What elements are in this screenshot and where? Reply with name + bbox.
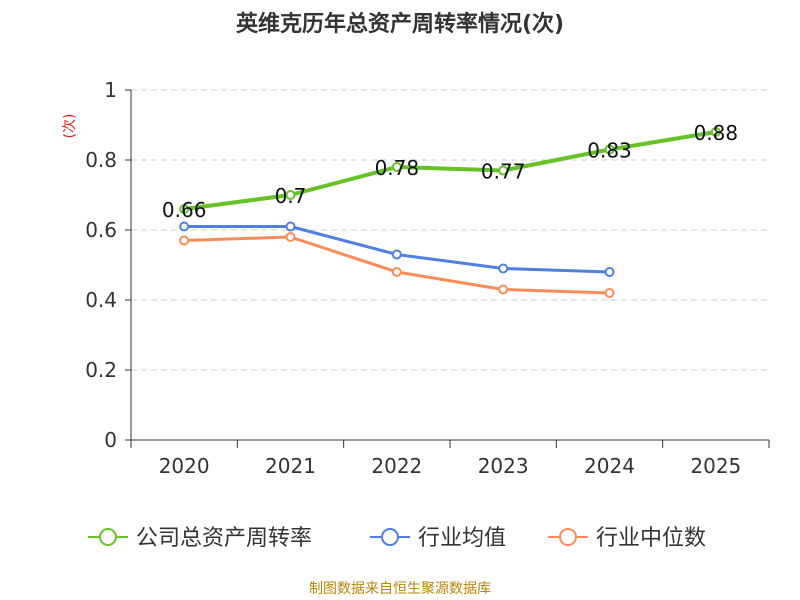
data-point bbox=[179, 221, 190, 232]
legend-label: 行业中位数 bbox=[596, 526, 706, 551]
y-tick-label: 0.2 bbox=[85, 358, 117, 382]
data-label: 0.77 bbox=[481, 160, 526, 184]
data-label: 0.78 bbox=[375, 156, 420, 180]
y-axis-label: (次) bbox=[62, 114, 78, 139]
data-point bbox=[391, 162, 402, 172]
source-note: 制图数据来自恒生聚源数据库 bbox=[309, 581, 491, 597]
chart-title: 英维克历年总资产周转率情况(次) bbox=[235, 12, 565, 37]
data-label: 0.83 bbox=[587, 139, 632, 163]
data-point bbox=[498, 263, 509, 274]
series-line bbox=[182, 130, 718, 211]
data-label: 0.7 bbox=[275, 184, 307, 208]
data-point bbox=[604, 288, 615, 298]
data-point bbox=[179, 204, 190, 214]
x-tick-label: 2024 bbox=[584, 454, 635, 478]
x-tick-label: 2020 bbox=[159, 454, 210, 478]
data-point bbox=[391, 267, 402, 277]
data-point bbox=[604, 267, 615, 277]
y-tick-label: 0.4 bbox=[85, 288, 117, 312]
legend-marker bbox=[559, 528, 577, 546]
data-point bbox=[498, 165, 509, 176]
y-tick-label: 0.6 bbox=[85, 218, 117, 242]
data-label: 0.66 bbox=[162, 198, 207, 222]
data-point bbox=[285, 190, 296, 200]
legend-label: 行业均值 bbox=[418, 526, 506, 551]
y-tick-label: 0 bbox=[104, 428, 117, 452]
data-point bbox=[179, 235, 190, 246]
series-line bbox=[182, 225, 611, 274]
legend-marker bbox=[381, 528, 399, 546]
data-point bbox=[285, 232, 296, 242]
legend-label: 公司总资产周转率 bbox=[136, 526, 312, 551]
data-point bbox=[285, 221, 296, 232]
series-line bbox=[182, 235, 611, 295]
x-tick-label: 2021 bbox=[265, 454, 316, 478]
legend-marker bbox=[99, 528, 117, 546]
data-point bbox=[604, 144, 615, 155]
y-tick-label: 0.8 bbox=[85, 148, 117, 172]
x-tick-label: 2022 bbox=[371, 454, 422, 478]
x-tick-label: 2025 bbox=[690, 454, 741, 478]
data-point bbox=[710, 127, 721, 137]
data-point bbox=[391, 249, 402, 260]
data-label: 0.88 bbox=[694, 121, 739, 145]
x-tick-label: 2023 bbox=[478, 454, 529, 478]
data-point bbox=[498, 284, 509, 295]
y-tick-label: 1 bbox=[104, 78, 117, 102]
